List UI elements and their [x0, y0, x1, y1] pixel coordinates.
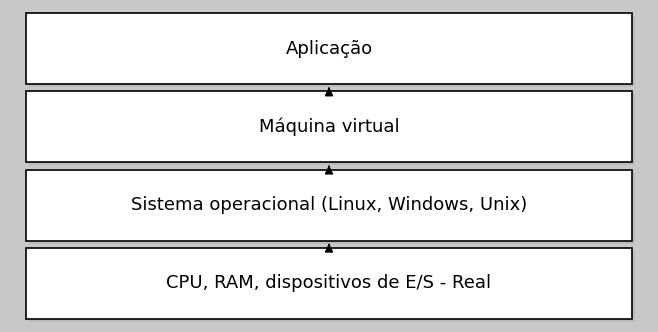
Bar: [26, 170, 632, 241]
Text: Máquina virtual: Máquina virtual: [259, 118, 399, 136]
Bar: [26, 91, 632, 162]
Text: Aplicação: Aplicação: [286, 40, 372, 58]
Bar: [30, 94, 635, 165]
Bar: [26, 13, 632, 84]
Text: Sistema operacional (Linux, Windows, Unix): Sistema operacional (Linux, Windows, Uni…: [131, 196, 527, 214]
Bar: [26, 248, 632, 319]
Bar: [30, 16, 635, 87]
Text: CPU, RAM, dispositivos de E/S - Real: CPU, RAM, dispositivos de E/S - Real: [166, 274, 492, 292]
Bar: [30, 173, 635, 244]
Bar: [30, 251, 635, 322]
